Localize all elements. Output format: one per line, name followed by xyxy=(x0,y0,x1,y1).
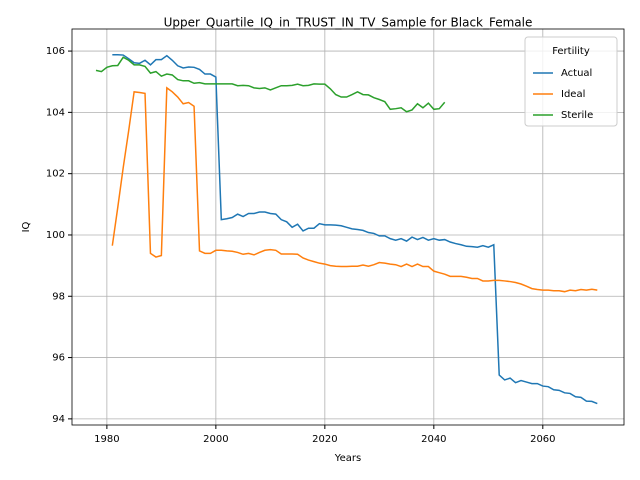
y-tick-label: 96 xyxy=(52,353,65,364)
legend-label: Actual xyxy=(561,68,592,79)
grid xyxy=(72,29,624,425)
x-tick-label: 1980 xyxy=(94,434,119,445)
x-tick-label: 2000 xyxy=(203,434,228,445)
y-tick-label: 100 xyxy=(46,230,65,241)
y-tick-label: 104 xyxy=(46,107,65,118)
y-tick-label: 98 xyxy=(52,291,65,302)
legend-title: Fertility xyxy=(552,46,590,57)
data-line xyxy=(111,86,598,293)
plot-lines xyxy=(95,54,598,405)
x-axis-label: Years xyxy=(334,453,361,464)
x-tick-label: 2020 xyxy=(312,434,337,445)
y-axis-label: IQ xyxy=(21,221,32,232)
y-tick-label: 102 xyxy=(46,169,65,180)
legend-label: Ideal xyxy=(561,89,585,100)
legend: Fertility Actual Ideal Sterile xyxy=(524,36,618,127)
legend-box xyxy=(524,36,618,127)
x-tick-label: 2040 xyxy=(421,434,446,445)
y-tick-label: 106 xyxy=(46,46,65,57)
legend-label: Sterile xyxy=(561,110,593,121)
data-line xyxy=(112,54,598,405)
plot-frame xyxy=(71,28,625,426)
x-tick-label: 2060 xyxy=(530,434,555,445)
y-tick-label: 94 xyxy=(52,414,65,425)
chart-title: Upper_Quartile_IQ_in_TRUST_IN_TV_Sample … xyxy=(164,16,533,30)
data-line xyxy=(95,56,446,113)
